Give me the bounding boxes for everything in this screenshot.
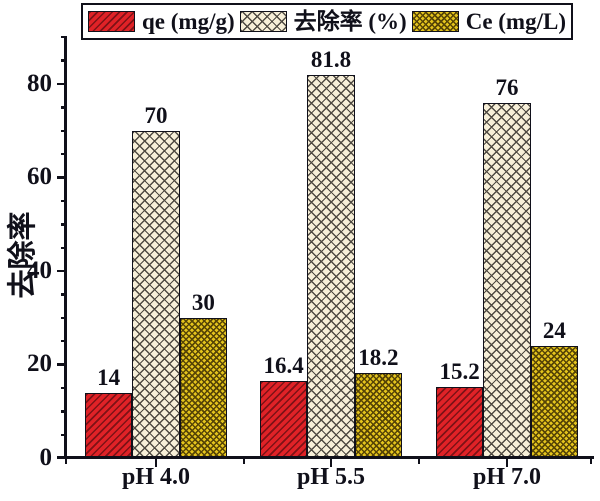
bar-value-label: 70 xyxy=(144,102,168,128)
y-minor-tick xyxy=(61,386,66,390)
y-tick-label: 80 xyxy=(27,69,52,97)
y-tick-label: 0 xyxy=(39,444,53,471)
y-major-tick xyxy=(57,363,66,366)
bar-series1-cat0 xyxy=(132,130,180,458)
bar-value-label: 14 xyxy=(97,364,121,390)
y-major-tick xyxy=(57,269,66,273)
bar-series2-cat1 xyxy=(354,372,403,458)
bar-series0-cat0 xyxy=(84,392,133,458)
x-minor-tick xyxy=(418,458,421,464)
legend-item-qe: qe (mg/g) xyxy=(88,10,235,33)
x-minor-tick xyxy=(242,458,245,464)
bar-series0-cat2 xyxy=(435,386,484,458)
y-axis-title: 去除率 xyxy=(7,211,39,299)
x-minor-tick xyxy=(65,458,68,464)
bar-series0-cat1 xyxy=(259,381,308,458)
x-tick-label: pH 7.0 xyxy=(472,464,542,490)
legend-item-removal-rate: 去除率 (%) xyxy=(239,9,407,34)
y-minor-tick xyxy=(61,223,66,226)
y-minor-tick xyxy=(61,293,66,296)
y-major-tick xyxy=(57,82,66,85)
bar-series1-cat1 xyxy=(307,75,355,458)
bar-value-label: 76 xyxy=(495,74,519,100)
legend-swatch-ce xyxy=(411,11,459,32)
bar-value-label: 30 xyxy=(191,289,215,315)
y-tick-label: 60 xyxy=(27,163,52,191)
y-minor-tick xyxy=(61,152,66,156)
bar-value-label: 15.2 xyxy=(439,358,480,384)
y-minor-tick xyxy=(61,246,66,249)
y-minor-tick xyxy=(61,410,66,413)
x-minor-tick xyxy=(590,458,593,464)
legend-swatch-removal-rate xyxy=(239,11,287,32)
x-tick-label: pH 5.5 xyxy=(296,464,366,490)
legend-label-ce: Ce (mg/L) xyxy=(465,9,566,34)
bar-value-label: 81.8 xyxy=(310,47,352,73)
y-minor-tick xyxy=(61,106,66,109)
x-tick-label: pH 4.0 xyxy=(121,464,191,490)
legend-label-qe: qe (mg/g) xyxy=(142,9,235,34)
y-tick-label: 40 xyxy=(27,256,52,284)
y-minor-tick xyxy=(61,59,66,62)
legend-item-ce: Ce (mg/L) xyxy=(411,9,566,34)
bar-series2-cat2 xyxy=(530,345,579,458)
y-minor-tick xyxy=(61,340,66,343)
y-minor-tick xyxy=(61,36,66,39)
bar-series1-cat2 xyxy=(483,102,531,458)
y-minor-tick xyxy=(61,433,66,436)
legend: qe (mg/g) 去除率 (%) Ce (mg/L) xyxy=(81,3,573,40)
x-axis-line xyxy=(57,455,594,459)
y-minor-tick xyxy=(61,316,66,320)
x-major-tick xyxy=(329,458,333,467)
legend-swatch-qe xyxy=(88,11,135,32)
y-axis-line xyxy=(64,36,67,458)
x-major-tick xyxy=(154,458,158,467)
x-major-tick xyxy=(505,458,509,467)
y-minor-tick xyxy=(61,129,66,132)
y-tick-label: 20 xyxy=(27,350,52,378)
bar-series2-cat0 xyxy=(179,317,228,458)
bar-value-label: 24 xyxy=(542,317,566,343)
bar-value-label: 18.2 xyxy=(358,344,399,370)
legend-label-removal-rate: 去除率 (%) xyxy=(293,9,407,34)
bar-value-label: 16.4 xyxy=(263,353,304,379)
y-minor-tick xyxy=(61,199,66,203)
y-major-tick xyxy=(57,176,66,179)
